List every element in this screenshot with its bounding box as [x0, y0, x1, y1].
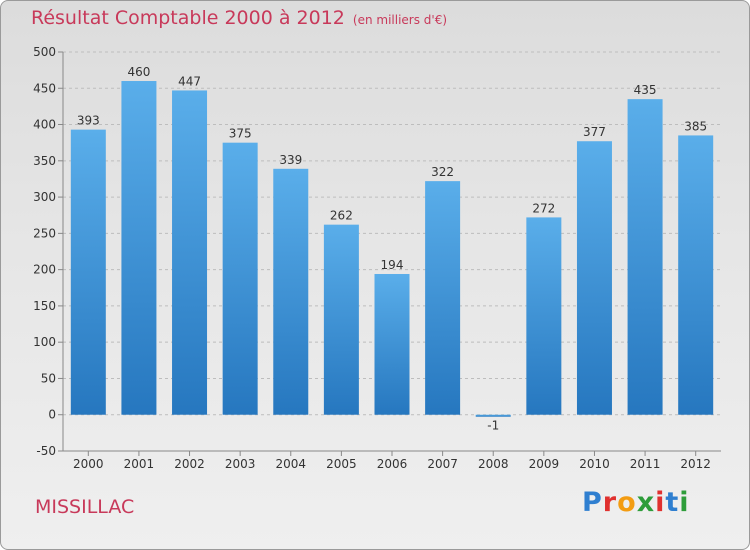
bar-2005: [323, 224, 359, 415]
x-tick-label-2004: 2004: [275, 457, 306, 471]
proxiti-logo[interactable]: Proxiti: [582, 487, 690, 518]
y-tick-label: -50: [36, 444, 56, 458]
x-tick-label-2002: 2002: [174, 457, 205, 471]
y-tick-label: 450: [33, 81, 56, 95]
x-tick-label-2010: 2010: [579, 457, 610, 471]
y-tick-label: 150: [33, 299, 56, 313]
x-tick-label-2005: 2005: [326, 457, 357, 471]
y-tick-label: 0: [48, 408, 56, 422]
logo-letter: x: [636, 487, 656, 518]
bar-2000: [70, 129, 106, 415]
x-tick-label-2009: 2009: [529, 457, 560, 471]
data-label-2005: 262: [330, 209, 353, 223]
data-label-2007: 322: [431, 165, 454, 179]
bar-2006: [374, 273, 410, 415]
logo-letter: o: [617, 487, 637, 518]
bar-2001: [121, 81, 157, 415]
data-label-2003: 375: [229, 127, 252, 141]
x-tick-label-2003: 2003: [225, 457, 256, 471]
x-tick-label-2006: 2006: [377, 457, 408, 471]
chart-title-main: Résultat Comptable 2000 à 2012: [31, 7, 345, 29]
y-tick-label: 300: [33, 190, 56, 204]
data-label-2004: 339: [279, 153, 302, 167]
data-label-2009: 272: [532, 201, 555, 215]
bar-2011: [627, 99, 663, 415]
chart-title: Résultat Comptable 2000 à 2012 (en millie…: [31, 7, 447, 29]
x-tick-label-2001: 2001: [124, 457, 155, 471]
bar-2012: [678, 135, 714, 415]
x-tick-label-2007: 2007: [427, 457, 458, 471]
logo-letter: r: [602, 487, 618, 518]
bar-2002: [172, 90, 208, 415]
bar-2010: [576, 141, 612, 415]
data-label-2000: 393: [77, 114, 100, 128]
data-labels: 393 460 447 375 339 262 194 322 -1 272 377 435 385: [77, 65, 707, 432]
x-tick-label-2000: 2000: [73, 457, 104, 471]
data-label-2002: 447: [178, 74, 201, 88]
x-tick-label-2012: 2012: [680, 457, 711, 471]
logo-letter: i: [655, 487, 666, 518]
logo-letter: t: [665, 487, 680, 518]
y-tick-label: 100: [33, 335, 56, 349]
y-tick-label: 500: [33, 45, 56, 59]
x-tick-label-2011: 2011: [630, 457, 661, 471]
y-tick-label: 250: [33, 226, 56, 240]
axes: -50 0 50 100 150 200 250 300 350 400 450 500 2000 200…: [33, 45, 721, 471]
bar-2007: [425, 181, 461, 415]
x-tick-label-2008: 2008: [478, 457, 509, 471]
bar-2003: [222, 142, 258, 415]
data-label-2012: 385: [684, 119, 707, 133]
bars: [70, 81, 714, 417]
data-label-2001: 460: [127, 65, 150, 79]
data-label-2011: 435: [634, 83, 657, 97]
data-label-2008: -1: [487, 418, 499, 432]
commune-name: MISSILLAC: [35, 496, 135, 518]
y-tick-label: 200: [33, 263, 56, 277]
bar-2008: [475, 414, 511, 417]
logo-letter: i: [679, 487, 690, 518]
bar-2009: [526, 217, 562, 415]
data-label-2010: 377: [583, 125, 606, 139]
y-tick-label: 400: [33, 118, 56, 132]
logo-letter: P: [582, 487, 603, 518]
chart-title-unit: (en milliers d'€): [352, 13, 448, 27]
y-tick-label: 50: [41, 371, 56, 385]
bar-2004: [273, 168, 309, 415]
data-label-2006: 194: [381, 258, 404, 272]
y-tick-label: 350: [33, 154, 56, 168]
